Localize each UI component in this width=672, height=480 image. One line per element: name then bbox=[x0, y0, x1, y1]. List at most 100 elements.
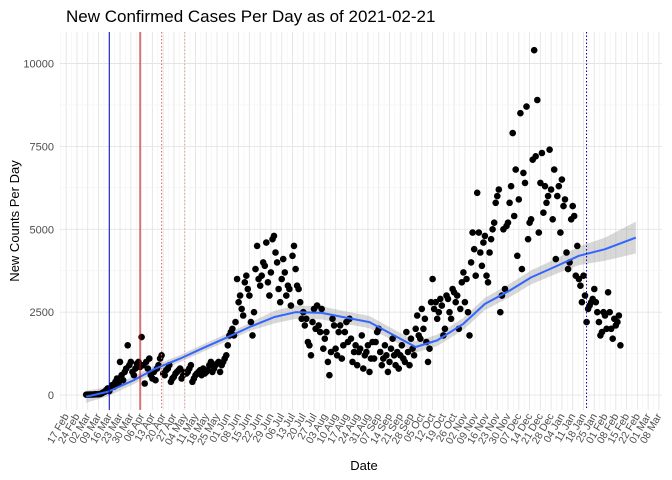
data-point bbox=[555, 182, 563, 190]
data-point bbox=[244, 285, 252, 293]
data-point bbox=[494, 192, 501, 200]
data-point bbox=[384, 368, 392, 376]
data-point bbox=[506, 199, 513, 207]
data-point bbox=[276, 298, 284, 306]
data-point bbox=[229, 325, 236, 333]
smooth-line bbox=[85, 236, 637, 398]
data-point bbox=[295, 285, 302, 293]
data-point bbox=[324, 358, 332, 366]
data-point bbox=[398, 342, 406, 349]
data-point bbox=[424, 358, 432, 366]
data-point bbox=[601, 312, 609, 319]
data-point bbox=[570, 212, 578, 220]
data-point bbox=[518, 265, 526, 273]
data-point bbox=[463, 275, 470, 283]
data-point bbox=[235, 298, 242, 306]
data-point bbox=[395, 365, 403, 372]
data-point bbox=[464, 308, 472, 316]
data-point bbox=[421, 315, 429, 323]
data-point bbox=[604, 289, 612, 296]
data-point bbox=[581, 292, 589, 299]
data-point bbox=[292, 265, 299, 273]
data-point bbox=[560, 202, 567, 210]
data-point bbox=[444, 295, 452, 303]
data-point bbox=[266, 292, 273, 299]
data-point bbox=[116, 358, 124, 366]
data-point bbox=[507, 182, 515, 190]
data-point bbox=[283, 292, 290, 299]
data-point bbox=[372, 338, 379, 346]
data-point bbox=[241, 279, 249, 286]
data-point bbox=[521, 179, 529, 187]
data-point bbox=[340, 342, 347, 349]
data-point bbox=[138, 333, 145, 341]
data-point bbox=[406, 361, 413, 369]
data-point bbox=[309, 318, 316, 326]
y-tick-label: 5000 bbox=[30, 224, 54, 236]
data-point bbox=[598, 328, 606, 336]
data-point bbox=[243, 272, 250, 280]
data-point bbox=[426, 345, 433, 353]
data-point bbox=[279, 255, 287, 263]
x-axis-title: Date bbox=[350, 458, 377, 473]
data-point bbox=[527, 216, 535, 223]
data-point bbox=[420, 325, 427, 333]
data-point bbox=[438, 302, 446, 309]
data-point bbox=[615, 312, 623, 319]
data-point bbox=[512, 166, 519, 173]
data-point bbox=[580, 272, 587, 280]
data-point bbox=[207, 358, 215, 366]
data-point bbox=[224, 342, 232, 349]
data-point bbox=[233, 275, 241, 283]
data-point bbox=[263, 239, 270, 246]
data-point bbox=[483, 272, 490, 280]
data-point bbox=[323, 328, 330, 336]
data-point bbox=[607, 325, 615, 333]
data-point bbox=[452, 298, 460, 306]
data-point bbox=[538, 149, 546, 157]
data-point bbox=[481, 232, 489, 240]
data-point bbox=[486, 249, 493, 256]
y-tick-label: 0 bbox=[48, 390, 54, 402]
data-point bbox=[404, 348, 412, 356]
data-point bbox=[252, 265, 259, 273]
data-point bbox=[386, 358, 393, 366]
data-point bbox=[429, 275, 436, 283]
data-point bbox=[287, 302, 295, 309]
data-point bbox=[246, 292, 253, 299]
data-point bbox=[495, 186, 503, 193]
data-point bbox=[517, 109, 524, 117]
data-point bbox=[347, 335, 355, 343]
data-point bbox=[433, 315, 441, 323]
y-axis-ticks: 0 2500 5000 7500 10000 bbox=[23, 59, 54, 403]
data-point bbox=[290, 242, 298, 250]
data-point bbox=[578, 298, 586, 306]
chart-title: New Confirmed Cases Per Day as of 2021-0… bbox=[66, 7, 435, 26]
data-point bbox=[473, 189, 481, 197]
data-point bbox=[176, 365, 184, 372]
data-point bbox=[124, 342, 131, 349]
data-point bbox=[460, 269, 467, 276]
data-point bbox=[161, 371, 168, 379]
data-point bbox=[515, 196, 523, 203]
data-point bbox=[272, 249, 279, 256]
data-point bbox=[353, 361, 361, 369]
data-point bbox=[441, 325, 449, 333]
data-point bbox=[432, 298, 440, 306]
data-point bbox=[232, 318, 239, 326]
scatter-points bbox=[82, 46, 624, 399]
data-point bbox=[144, 365, 152, 372]
data-point bbox=[330, 322, 338, 329]
data-point bbox=[303, 315, 310, 323]
data-point bbox=[484, 279, 492, 286]
data-point bbox=[458, 279, 466, 286]
data-point bbox=[350, 348, 358, 356]
data-point bbox=[510, 212, 518, 220]
data-point bbox=[332, 345, 339, 353]
data-point bbox=[543, 199, 550, 207]
data-point bbox=[387, 345, 395, 353]
data-point bbox=[275, 285, 282, 293]
data-point bbox=[457, 305, 464, 313]
data-point bbox=[316, 328, 324, 336]
